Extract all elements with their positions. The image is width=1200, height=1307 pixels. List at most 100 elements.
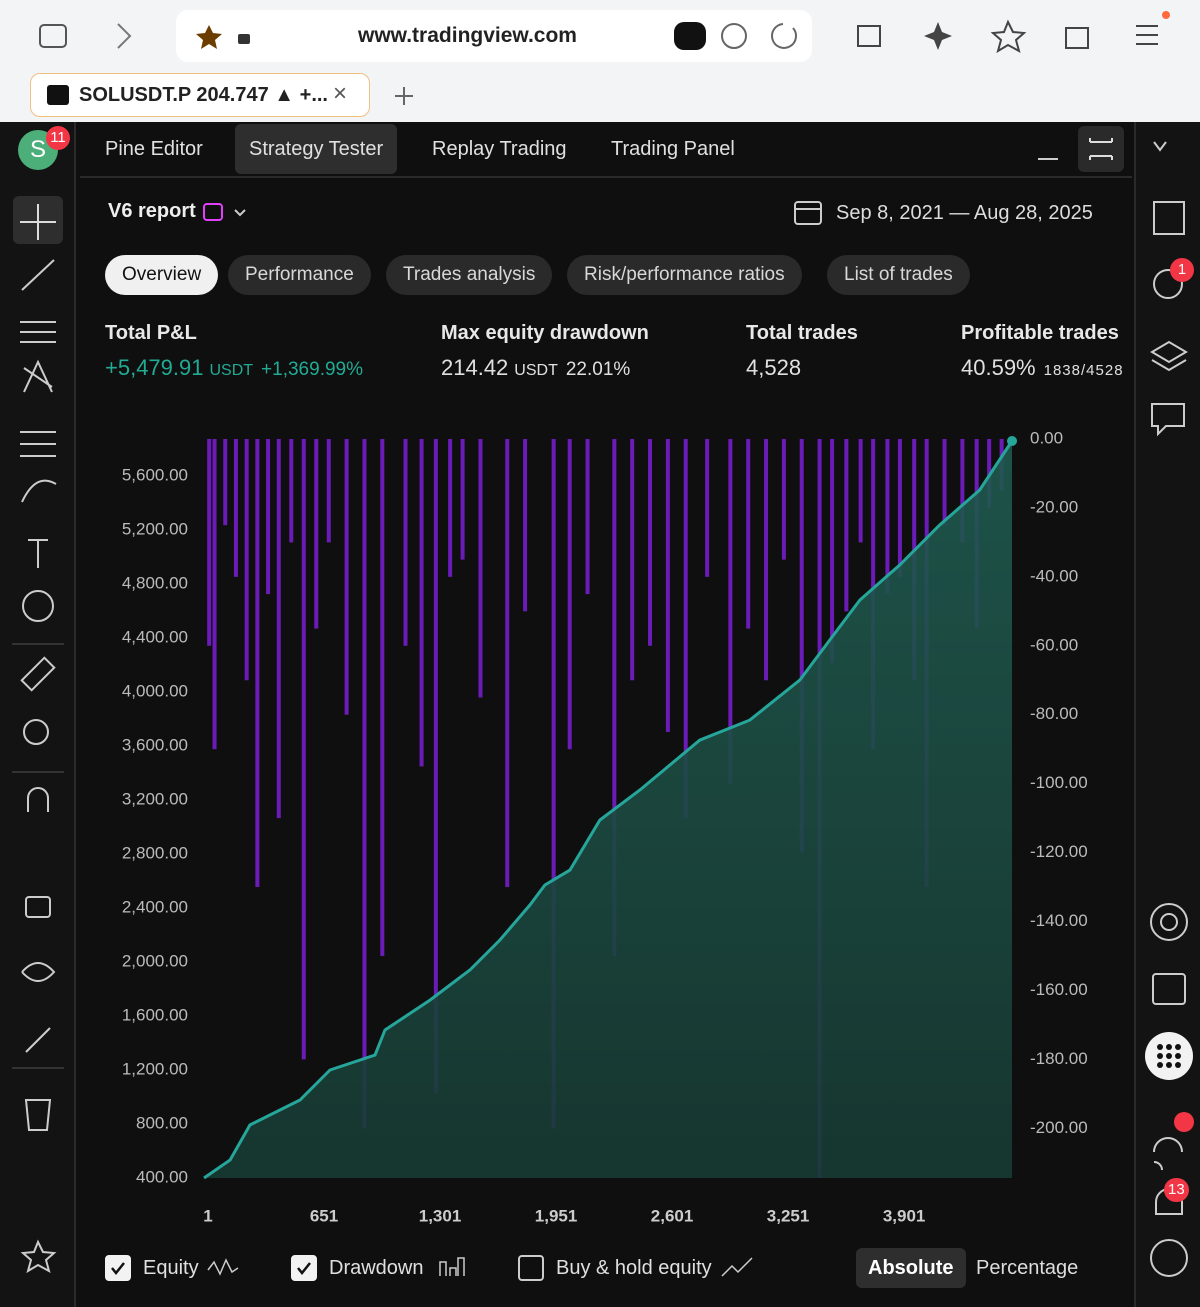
drawdown-bar xyxy=(326,439,331,543)
mode-button[interactable]: Absolute xyxy=(856,1248,966,1288)
tab-close[interactable]: × xyxy=(333,80,348,107)
metric-number: 4,528 xyxy=(746,355,802,380)
drawdown-bar xyxy=(885,439,890,595)
drawdown-bar xyxy=(630,439,635,681)
panel-tab[interactable]: Pine Editor xyxy=(105,138,203,160)
panel-tab[interactable]: Replay Trading xyxy=(432,138,567,160)
metric-value: 214.42 USDT 22.01% xyxy=(441,355,630,381)
date-range[interactable]: Sep 8, 2021 — Aug 28, 2025 xyxy=(836,202,1093,224)
browser-tab[interactable]: SOLUSDT.P 204.747 ▲ +... × xyxy=(30,73,370,117)
drawdown-bar xyxy=(276,439,281,819)
legend-label: Equity xyxy=(143,1256,199,1279)
metric-label: Max equity drawdown xyxy=(441,322,649,344)
equity-end xyxy=(1007,436,1017,447)
checkbox-box[interactable] xyxy=(518,1255,544,1281)
drawdown-bar xyxy=(960,439,965,543)
drawdown-bar xyxy=(448,439,453,577)
drawdown-bar xyxy=(207,439,212,646)
checkbox-box[interactable] xyxy=(105,1255,131,1281)
panel-tab[interactable]: Strategy Tester xyxy=(235,124,398,174)
y-tick-label: 3,200.00 xyxy=(122,789,188,808)
panel-header xyxy=(80,122,1132,178)
y2-tick-label: -120.00 xyxy=(1030,842,1088,861)
drawdown-bar xyxy=(505,439,510,888)
drawdown-bar xyxy=(799,439,804,853)
notifications-badge: 13 xyxy=(1164,1178,1189,1202)
drawdown-bar xyxy=(897,439,902,577)
panel-tab[interactable]: Trading Panel xyxy=(611,138,735,160)
x-tick-label: 1 xyxy=(203,1206,212,1225)
y-tick-label: 1,600.00 xyxy=(122,1005,188,1024)
drawdown-bar xyxy=(362,439,367,1129)
drawdown-bar xyxy=(289,439,294,543)
drawdown-bar xyxy=(523,439,528,612)
y-tick-label: 5,200.00 xyxy=(122,519,188,538)
y2-tick-label: -160.00 xyxy=(1030,980,1088,999)
metric-extra: 1838/4528 xyxy=(1043,362,1124,379)
drawdown-bar xyxy=(858,439,863,543)
report-tab[interactable]: Performance xyxy=(228,255,371,295)
report-tab[interactable]: List of trades xyxy=(827,255,970,295)
checkbox[interactable]: Drawdown xyxy=(291,1255,423,1281)
metric-extra: +1,369.99% xyxy=(261,359,363,380)
drawdown-bar xyxy=(705,439,710,577)
y2-tick-label: -140.00 xyxy=(1030,911,1088,930)
equity-chart: 400.00 800.00 1,200.00 1,600.00 2,000.00 2,40… xyxy=(122,428,1088,1225)
report-name[interactable]: V6 report xyxy=(108,200,196,222)
y2-tick-label: -200.00 xyxy=(1030,1118,1088,1137)
drawdown-bar xyxy=(212,439,217,750)
drawdown-bar xyxy=(665,439,670,732)
metric-unit: USDT xyxy=(209,362,254,379)
y2-tick-label: -100.00 xyxy=(1030,773,1088,792)
left-toolbar: S 11 xyxy=(0,122,76,1307)
checkbox[interactable]: Buy & hold equity xyxy=(518,1255,712,1281)
x-tick-label: 3,251 xyxy=(767,1206,810,1225)
alerts-badge: 1 xyxy=(1170,258,1194,282)
metric-value: 4,528 xyxy=(746,355,801,381)
metric-number: 40.59% xyxy=(961,355,1036,380)
y-tick-label: 4,400.00 xyxy=(122,627,188,646)
drawdown-bar xyxy=(551,439,556,1129)
y-tick-label: 3,600.00 xyxy=(122,735,188,754)
checkbox-box[interactable] xyxy=(291,1255,317,1281)
drawdown-bar xyxy=(683,439,688,819)
drawdown-bar xyxy=(255,439,260,888)
checkbox[interactable]: Equity xyxy=(105,1255,199,1281)
url-text: www.tradingview.com xyxy=(358,24,577,47)
legend-icons xyxy=(0,1250,760,1291)
legend-label: Buy & hold equity xyxy=(556,1256,712,1279)
drawdown-bar xyxy=(380,439,385,956)
x-tick-label: 651 xyxy=(310,1206,338,1225)
browser-chrome: www.tradingview.com SOLUSDT.P 204.747 ▲ … xyxy=(0,0,1200,122)
url-icons xyxy=(196,22,798,50)
y2-tick-label: -80.00 xyxy=(1030,704,1078,723)
report-tab[interactable]: Risk/performance ratios xyxy=(567,255,802,295)
metric-unit: USDT xyxy=(514,362,558,379)
report-tab[interactable]: Overview xyxy=(105,255,219,295)
checkmark xyxy=(111,1262,125,1276)
drawdown-bar xyxy=(844,439,849,612)
y-tick-label: 800.00 xyxy=(136,1113,188,1132)
x-tick-label: 3,901 xyxy=(883,1206,926,1225)
drawdown-bar xyxy=(567,439,572,750)
drawdown-bar xyxy=(585,439,590,595)
drawdown-bar xyxy=(746,439,751,629)
drawdown-bar xyxy=(344,439,349,715)
metric-number: +5,479.91 xyxy=(105,355,204,380)
mode-button[interactable]: Percentage xyxy=(976,1257,1079,1279)
metric-label: Profitable trades xyxy=(961,322,1119,344)
url-bar[interactable]: www.tradingview.com xyxy=(176,10,812,62)
equity-line xyxy=(203,440,1014,1180)
drawdown-bar xyxy=(648,439,653,646)
y-tick-label: 2,400.00 xyxy=(122,897,188,916)
metric-number: 214.42 xyxy=(441,355,509,380)
drawdown-bar xyxy=(612,439,617,956)
report-tab[interactable]: Trades analysis xyxy=(386,255,553,295)
browser-icons xyxy=(39,11,1170,105)
y-tick-label: 2,800.00 xyxy=(122,843,188,862)
y-tick-label: 4,800.00 xyxy=(122,573,188,592)
tool-icons xyxy=(12,196,64,1274)
minimize[interactable] xyxy=(1038,158,1058,160)
drawdown-bar xyxy=(764,439,769,681)
drawdown-bar xyxy=(419,439,424,767)
